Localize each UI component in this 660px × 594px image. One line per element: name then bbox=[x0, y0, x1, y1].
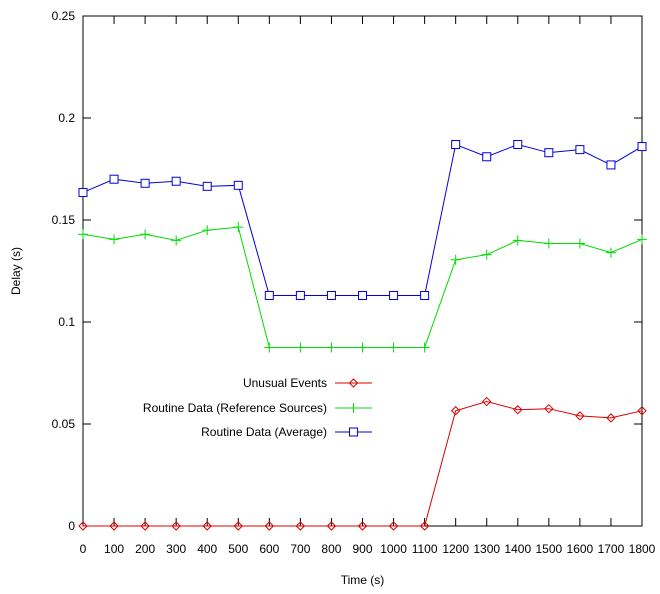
data-point bbox=[419, 521, 430, 531]
data-point bbox=[575, 411, 585, 421]
data-point bbox=[575, 145, 585, 155]
legend-marker bbox=[348, 403, 359, 413]
data-point bbox=[78, 229, 88, 240]
data-point bbox=[264, 521, 275, 531]
data-point bbox=[171, 176, 181, 186]
data-point bbox=[513, 140, 523, 150]
data-point bbox=[450, 254, 461, 265]
data-point bbox=[78, 187, 88, 197]
legend-marker bbox=[349, 427, 358, 437]
data-point bbox=[109, 174, 119, 184]
data-point bbox=[78, 521, 88, 531]
data-point bbox=[264, 290, 274, 300]
x-tick-label: 600 bbox=[259, 542, 279, 556]
x-tick-label: 1500 bbox=[535, 542, 562, 556]
x-axis-label: Time (s) bbox=[341, 573, 385, 587]
data-point bbox=[202, 181, 212, 191]
data-point bbox=[358, 290, 367, 300]
legend-label: Routine Data (Average) bbox=[201, 425, 327, 439]
data-point bbox=[451, 140, 461, 150]
data-point bbox=[171, 235, 182, 246]
data-point bbox=[482, 396, 492, 407]
data-point bbox=[637, 142, 647, 152]
legend-marker bbox=[348, 378, 359, 388]
x-tick-label: 400 bbox=[197, 542, 217, 556]
series-1 bbox=[78, 222, 647, 353]
data-point bbox=[295, 290, 305, 300]
series-0 bbox=[78, 396, 647, 531]
data-point bbox=[233, 222, 244, 233]
data-point bbox=[295, 342, 306, 353]
y-tick-label: 0.1 bbox=[58, 315, 75, 329]
x-tick-label: 200 bbox=[135, 542, 155, 556]
data-point bbox=[233, 521, 243, 531]
data-point bbox=[140, 521, 150, 531]
x-tick-label: 500 bbox=[228, 542, 248, 556]
data-point bbox=[389, 290, 399, 300]
series-line bbox=[82, 226, 643, 348]
x-tick-label: 0 bbox=[80, 542, 87, 556]
y-tick-label: 0.25 bbox=[52, 9, 76, 23]
series-2 bbox=[78, 140, 647, 300]
x-tick-label: 1000 bbox=[380, 542, 407, 556]
data-point bbox=[264, 342, 275, 353]
y-axis-label: Delay (s) bbox=[9, 247, 23, 295]
x-tick-label: 700 bbox=[290, 542, 310, 556]
data-point bbox=[543, 238, 554, 249]
data-point bbox=[326, 521, 337, 531]
series-line bbox=[82, 143, 643, 296]
data-point bbox=[419, 342, 430, 353]
data-point bbox=[512, 235, 523, 246]
x-tick-label: 1700 bbox=[598, 542, 625, 556]
data-point bbox=[357, 521, 368, 531]
x-tick-label: 300 bbox=[166, 542, 186, 556]
y-tick-label: 0 bbox=[68, 519, 75, 533]
data-point bbox=[513, 405, 523, 415]
x-tick-label: 100 bbox=[104, 542, 124, 556]
data-point bbox=[482, 152, 492, 162]
data-point bbox=[637, 234, 647, 245]
data-point bbox=[606, 160, 616, 170]
x-tick-label: 1100 bbox=[412, 542, 438, 556]
data-point bbox=[295, 521, 306, 531]
x-tick-label: 1200 bbox=[442, 542, 469, 556]
data-point bbox=[450, 406, 461, 416]
data-point bbox=[202, 521, 212, 531]
data-point bbox=[202, 225, 213, 236]
data-point bbox=[481, 249, 492, 260]
data-point bbox=[574, 238, 585, 249]
y-tick-label: 0.2 bbox=[58, 111, 75, 125]
data-point bbox=[326, 290, 336, 300]
data-point bbox=[357, 342, 368, 353]
legend-label: Unusual Events bbox=[243, 376, 327, 390]
x-tick-label: 800 bbox=[321, 542, 341, 556]
x-tick-label: 1300 bbox=[473, 542, 500, 556]
y-tick-label: 0.05 bbox=[52, 417, 76, 431]
y-tick-label: 0.15 bbox=[52, 213, 76, 227]
data-point bbox=[606, 413, 616, 423]
x-tick-label: 1600 bbox=[567, 542, 594, 556]
data-point bbox=[388, 521, 399, 531]
data-point bbox=[326, 342, 337, 353]
x-tick-label: 1400 bbox=[504, 542, 531, 556]
data-point bbox=[544, 148, 554, 158]
data-point bbox=[171, 521, 181, 531]
series-line bbox=[83, 401, 643, 527]
data-point bbox=[637, 406, 647, 416]
data-point bbox=[605, 247, 616, 258]
data-point bbox=[544, 403, 554, 414]
legend-label: Routine Data (Reference Sources) bbox=[143, 401, 327, 415]
data-point bbox=[233, 180, 243, 190]
data-point bbox=[420, 290, 430, 300]
data-point bbox=[388, 342, 399, 353]
plot-frame bbox=[82, 15, 643, 527]
data-point bbox=[140, 229, 151, 240]
data-point bbox=[140, 178, 150, 188]
x-tick-label: 1800 bbox=[629, 542, 656, 556]
x-tick-label: 900 bbox=[352, 542, 372, 556]
data-point bbox=[109, 234, 120, 245]
data-point bbox=[109, 521, 119, 531]
